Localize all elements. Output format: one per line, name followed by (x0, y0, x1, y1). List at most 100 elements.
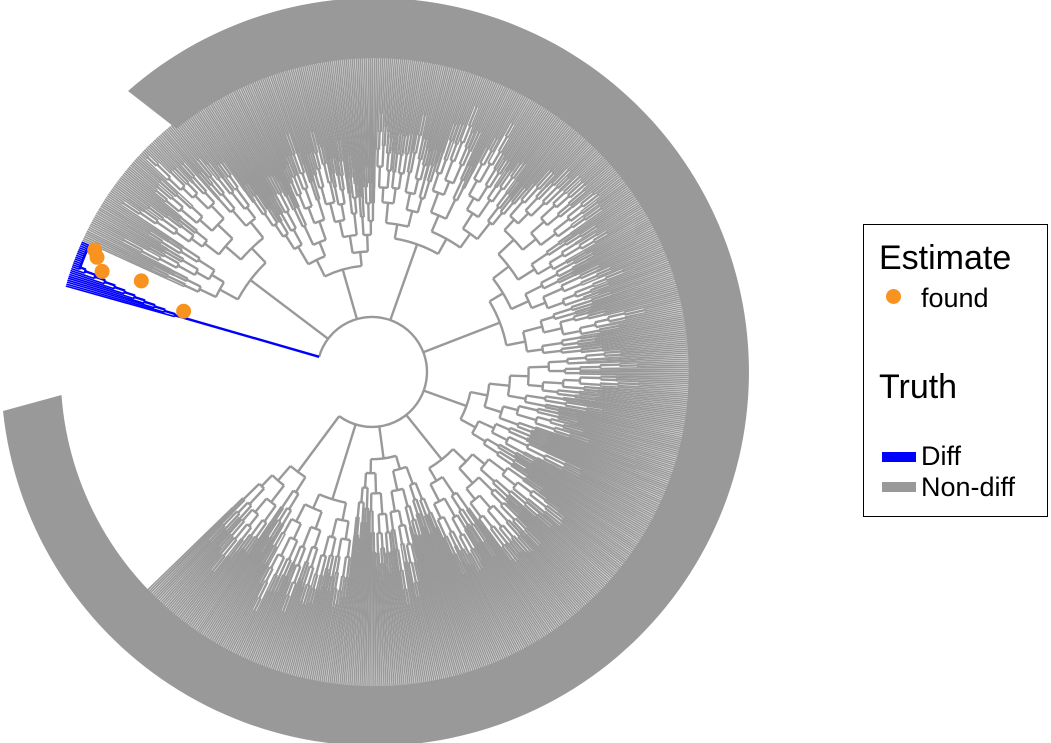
tree-branch (543, 457, 564, 470)
tree-branch (288, 540, 299, 560)
tree-branch (244, 535, 257, 552)
tree-branch (357, 175, 362, 198)
tree-leaf-branch (579, 470, 660, 510)
tree-branch (279, 221, 290, 235)
tree-leaf-branch (240, 577, 281, 663)
tree-branch (573, 311, 589, 318)
tree-branch (451, 517, 463, 536)
tree-leaf-branch (212, 96, 273, 199)
tree-leaf-branch (505, 542, 569, 623)
tree-leaf-branch (602, 388, 690, 397)
tree-leaf-branch (312, 576, 335, 685)
tree-branch (523, 187, 539, 204)
tree-leaf-branch (67, 279, 145, 305)
tree-branch (302, 584, 311, 605)
tree-branch (167, 275, 186, 286)
tree-arc (548, 262, 555, 270)
tree-branch (496, 453, 513, 466)
tree-leaf-branch (470, 77, 495, 133)
tree-branch (476, 222, 492, 240)
tree-branch (314, 511, 323, 530)
tree-branch (417, 139, 425, 160)
tree-leaf-branch (437, 526, 498, 665)
tree-leaf-branch (314, 571, 337, 686)
tree-branch (346, 539, 352, 558)
tree-leaf-branch (563, 517, 626, 566)
tree-branch (486, 186, 497, 200)
tree-branch (292, 154, 302, 175)
tree-branch (499, 198, 512, 213)
tree-branch (506, 501, 521, 516)
tree-branch (501, 524, 514, 538)
tree-leaf-branch (599, 395, 689, 407)
tree-leaf-branch (165, 128, 214, 185)
tree-branch (262, 544, 276, 564)
tree-leaf-branch (521, 511, 605, 590)
tree-leaf-branch (531, 461, 650, 530)
tree-branch (554, 311, 576, 321)
tree-branch (294, 476, 307, 493)
tree-leaf-branch (595, 204, 644, 235)
tree-leaf-branch (545, 450, 662, 505)
tree-leaf-branch (535, 458, 653, 523)
tree-leaf-branch (603, 293, 681, 315)
tree-branch (235, 187, 251, 207)
tree-branch (413, 561, 421, 582)
tree-branch (114, 285, 126, 292)
tree-branch (512, 520, 527, 536)
tree-leaf-branch (429, 543, 475, 674)
tree-branch (384, 532, 389, 553)
tree-leaf-branch (601, 342, 689, 352)
tree-branch (270, 484, 285, 503)
tree-leaf-branch (474, 521, 553, 635)
tree-leaf-branch (525, 129, 579, 191)
tree-leaf-branch (583, 404, 687, 423)
tree-branch (270, 197, 282, 216)
tree-leaf-branch (348, 551, 361, 690)
tree-leaf-branch (188, 550, 247, 633)
tree-leaf-branch (323, 57, 341, 162)
tree-branch (402, 543, 408, 562)
tree-branch (297, 207, 308, 226)
tree-leaf-branch (193, 107, 247, 186)
tree-arc (429, 476, 444, 486)
tree-arc (555, 185, 559, 190)
tree-branch (491, 431, 508, 442)
tree-leaf-branch (406, 57, 420, 136)
tree-leaf-branch (609, 243, 664, 269)
tree-branch (305, 546, 314, 563)
tree-leaf-branch (643, 299, 683, 311)
tree-branch (512, 487, 528, 501)
tree-leaf-branch (144, 507, 234, 596)
tree-branch (442, 516, 453, 533)
tree-branch (254, 497, 268, 513)
tree-leaf-branch (597, 180, 628, 204)
tree-branch (219, 288, 239, 301)
tree-leaf-branch (244, 591, 278, 665)
tree-leaf-branch (93, 217, 150, 251)
tree-leaf-branch (429, 64, 454, 153)
tree-leaf-branch (384, 54, 390, 127)
tree-leaf-branch (116, 181, 151, 208)
tree-branch (336, 538, 343, 557)
tree-leaf-branch (212, 524, 285, 648)
tree-arc (289, 536, 298, 542)
tree-leaf-branch (581, 331, 688, 347)
tree-leaf-branch (588, 286, 679, 313)
tree-leaf-branch (529, 463, 648, 533)
tree-branch (221, 162, 232, 177)
tree-branch (489, 527, 505, 546)
tree-branch (241, 526, 253, 540)
tree-branch (320, 147, 327, 165)
tree-leaf-branch (619, 360, 690, 365)
tree-leaf-branch (164, 547, 222, 614)
tree-leaf-branch (391, 55, 402, 152)
tree-branch (346, 557, 351, 578)
tree-leaf-branch (508, 120, 568, 196)
tree-branch (484, 405, 502, 414)
tree-branch (540, 315, 555, 322)
tree-branch (508, 435, 529, 447)
tree-branch (571, 259, 588, 270)
tree-leaf-branch (189, 551, 248, 634)
tree-leaf-branch (406, 561, 432, 685)
